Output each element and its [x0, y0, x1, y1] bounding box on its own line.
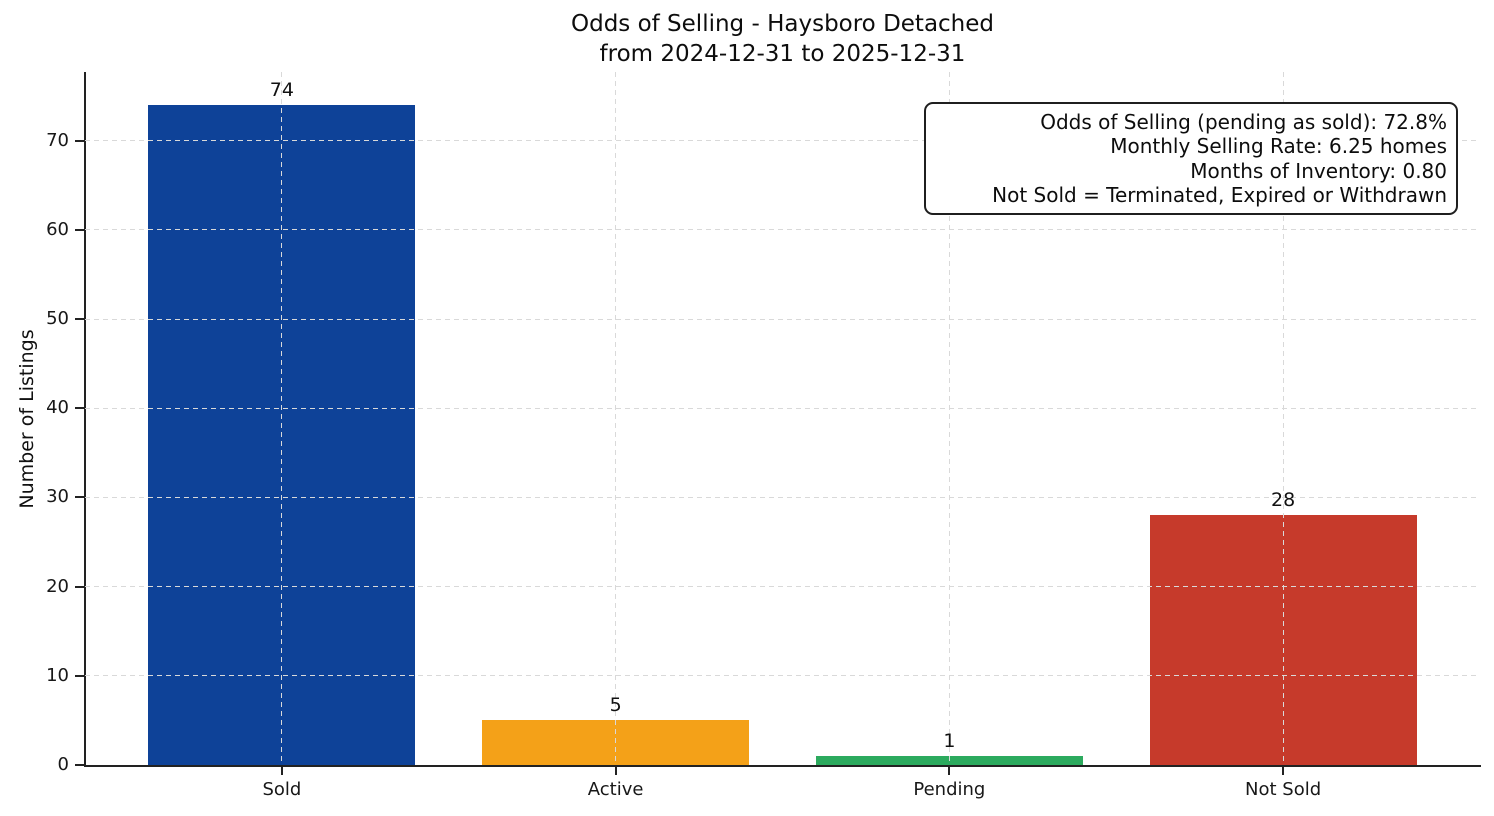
- y-tick-label-20: 20: [46, 575, 69, 597]
- y-axis-spine: [84, 72, 86, 767]
- gridline-v-pending: [948, 72, 950, 765]
- y-tick-label-30: 30: [46, 486, 69, 508]
- gridline-v-sold: [281, 72, 283, 765]
- y-tick-70: [75, 139, 85, 142]
- stats-line-not-sold-definition: Not Sold = Terminated, Expired or Withdr…: [992, 182, 1447, 207]
- x-tick-label-active: Active: [587, 779, 644, 800]
- bar-value-label-active: 5: [609, 694, 622, 717]
- stats-line-monthly-selling-rate: Monthly Selling Rate: 6.25 homes: [1110, 134, 1447, 159]
- plot-area: 74 5 1 28: [85, 72, 1480, 765]
- y-tick-label-10: 10: [46, 664, 69, 686]
- x-tick-not-sold: [1282, 765, 1285, 775]
- gridline-v-active: [615, 72, 617, 765]
- x-tick-label-not-sold: Not Sold: [1245, 779, 1322, 800]
- x-axis-spine: [84, 765, 1481, 767]
- stats-line-months-of-inventory: Months of Inventory: 0.80: [1190, 158, 1447, 183]
- gridline-h-70: [85, 140, 1480, 142]
- x-tick-sold: [280, 765, 283, 775]
- stats-line-odds-of-selling: Odds of Selling (pending as sold): 72.8%: [1040, 110, 1447, 134]
- chart-title: Odds of Selling - Haysboro Detached from…: [85, 9, 1480, 69]
- y-tick-label-0: 0: [57, 754, 69, 775]
- gridline-h-50: [85, 318, 1480, 320]
- bar-value-label-sold: 74: [269, 79, 294, 101]
- gridline-h-20: [85, 586, 1480, 588]
- y-tick-60: [75, 228, 85, 231]
- y-tick-label-50: 50: [46, 308, 69, 330]
- y-tick-label-60: 60: [46, 218, 69, 240]
- stats-box: Odds of Selling (pending as sold): 72.8%…: [924, 102, 1458, 215]
- y-tick-label-40: 40: [46, 397, 69, 419]
- gridline-h-60: [85, 229, 1480, 231]
- y-tick-40: [75, 407, 85, 410]
- chart-title-line1: Odds of Selling - Haysboro Detached: [570, 11, 995, 37]
- y-tick-50: [75, 318, 85, 321]
- x-tick-active: [614, 765, 617, 775]
- y-tick-0: [75, 764, 85, 766]
- gridline-v-not-sold: [1282, 72, 1284, 765]
- x-tick-label-pending: Pending: [913, 779, 986, 800]
- x-tick-label-sold: Sold: [262, 779, 302, 800]
- x-tick-pending: [948, 765, 951, 775]
- bar-value-label-pending: 1: [943, 730, 956, 753]
- bar-value-label-not-sold: 28: [1271, 489, 1296, 512]
- y-tick-10: [75, 674, 85, 677]
- y-tick-label-70: 70: [46, 129, 69, 151]
- gridline-h-10: [85, 675, 1480, 677]
- chart-title-line2: from 2024-12-31 to 2025-12-31: [599, 41, 966, 67]
- y-tick-20: [75, 585, 85, 588]
- gridline-h-30: [85, 496, 1480, 498]
- y-tick-30: [75, 496, 85, 499]
- gridline-h-40: [85, 407, 1480, 409]
